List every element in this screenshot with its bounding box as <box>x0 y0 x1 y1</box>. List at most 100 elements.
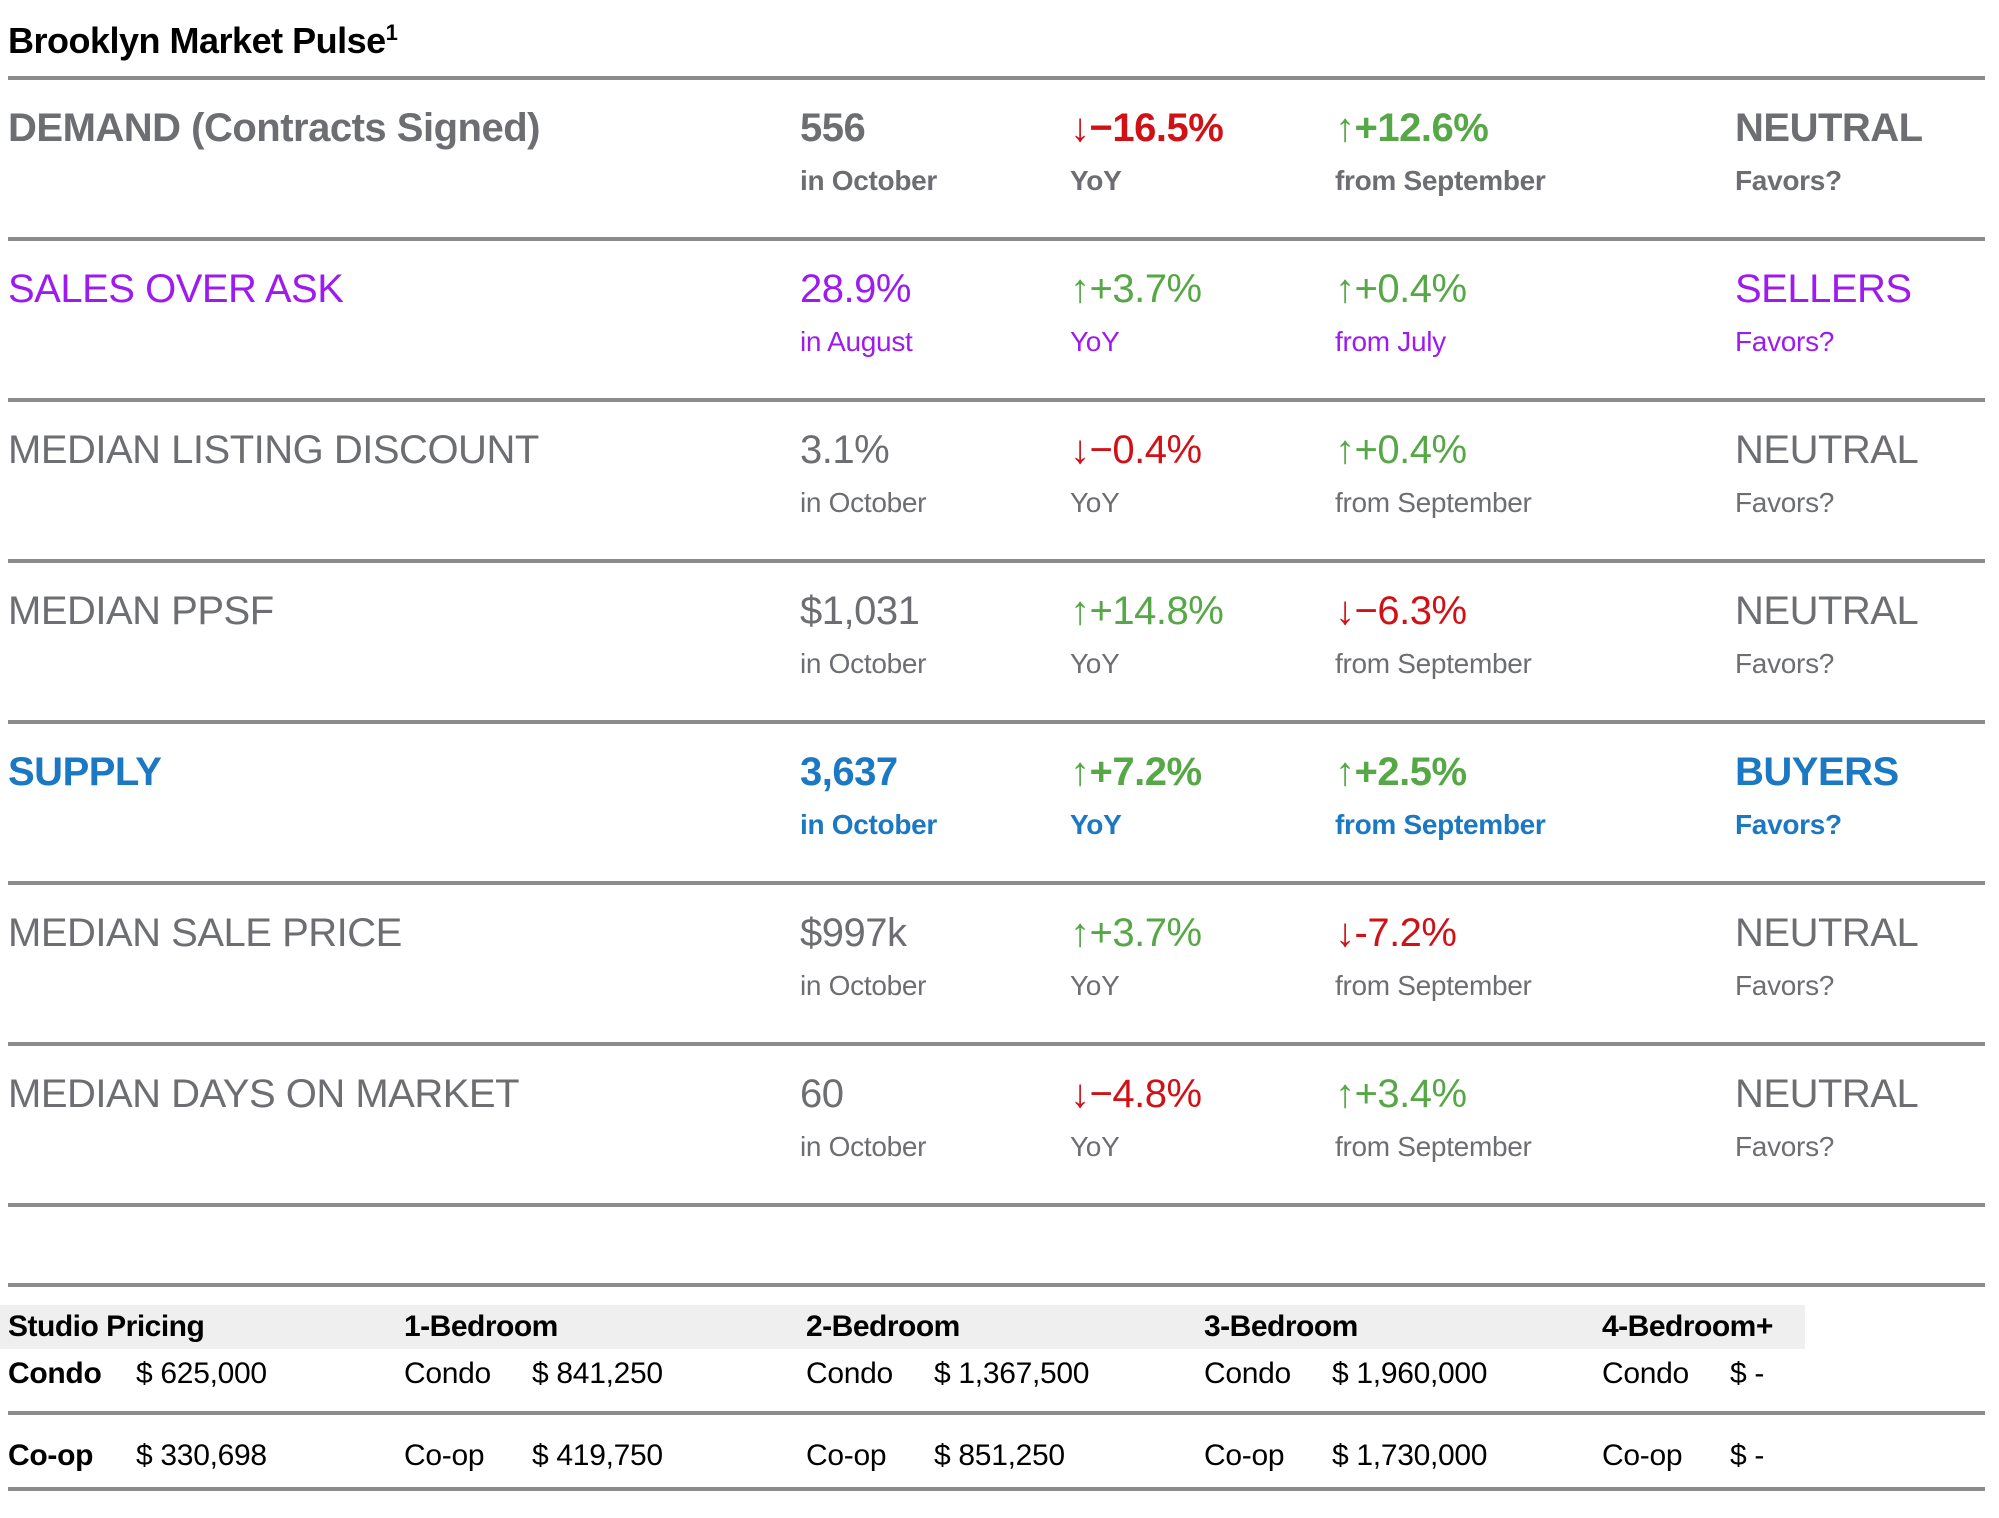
yoy-cell: ↓−16.5% YoY <box>1070 106 1335 237</box>
metric-label: DEMAND (Contracts Signed) <box>8 106 540 150</box>
yoy-cell: ↑+3.7% YoY <box>1070 911 1335 1042</box>
coop-4br-cell: Co-op $ - <box>1602 1439 1985 1473</box>
pricing-header-4br: 4-Bedroom+ <box>1602 1310 1773 1343</box>
favors-cell: NEUTRAL Favors? <box>1735 428 1985 559</box>
mom-label: from September <box>1335 648 1532 679</box>
metric-period: in October <box>800 487 927 518</box>
yoy-cell: ↑+7.2% YoY <box>1070 750 1335 881</box>
coop-studio-cell: Co-op $ 330,698 <box>8 1439 404 1473</box>
favors-label: Favors? <box>1735 970 1835 1001</box>
yoy-label: YoY <box>1070 1131 1120 1162</box>
pricing-type-label: Condo <box>1204 1357 1291 1390</box>
metric-period: in October <box>800 809 938 840</box>
pricing-type-label: Condo <box>806 1357 893 1390</box>
pricing-row-coop: Co-op $ 330,698 Co-op $ 419,750 Co-op $ … <box>8 1415 1985 1487</box>
mom-delta: ↑+2.5% <box>1335 750 1467 794</box>
mom-cell: ↑+0.4% from July <box>1335 267 1735 398</box>
condo-1br-cell: Condo $ 841,250 <box>404 1357 806 1391</box>
mom-cell: ↓−6.3% from September <box>1335 589 1735 720</box>
metric-value: 3,637 <box>800 750 898 794</box>
pricing-type-label: Condo <box>1602 1357 1689 1390</box>
pricing-header-3br: 3-Bedroom <box>1204 1310 1358 1343</box>
pricing-value: $ 1,730,000 <box>1332 1439 1488 1472</box>
pricing-value: $ - <box>1730 1357 1765 1390</box>
condo-4br-cell: Condo $ - <box>1602 1357 1985 1391</box>
condo-studio-cell: Condo $ 625,000 <box>8 1357 404 1391</box>
mom-label: from September <box>1335 1131 1532 1162</box>
pricing-value: $ 330,698 <box>136 1439 267 1472</box>
mom-cell: ↑+12.6% from September <box>1335 106 1735 237</box>
favors-value: NEUTRAL <box>1735 589 1919 633</box>
metric-value-cell: 3,637 in October <box>800 750 1070 881</box>
pricing-type-label: Condo <box>404 1357 491 1390</box>
mom-delta: ↑+3.4% <box>1335 1072 1467 1116</box>
metric-value: $997k <box>800 911 907 955</box>
metric-label-cell: DEMAND (Contracts Signed) <box>8 106 800 237</box>
favors-cell: NEUTRAL Favors? <box>1735 1072 1985 1203</box>
metric-row-median-ppsf: MEDIAN PPSF $1,031 in October ↑+14.8% Yo… <box>8 563 1985 724</box>
metric-label-cell: MEDIAN LISTING DISCOUNT <box>8 428 800 559</box>
favors-label: Favors? <box>1735 1131 1835 1162</box>
pricing-type-label: Co-op <box>1204 1439 1285 1472</box>
mom-label: from July <box>1335 326 1446 357</box>
pricing-value: $ - <box>1730 1439 1765 1472</box>
metric-row-supply: SUPPLY 3,637 in October ↑+7.2% YoY ↑+2.5… <box>8 724 1985 885</box>
coop-3br-cell: Co-op $ 1,730,000 <box>1204 1439 1602 1473</box>
favors-label: Favors? <box>1735 648 1835 679</box>
mom-cell: ↓-7.2% from September <box>1335 911 1735 1042</box>
condo-2br-cell: Condo $ 1,367,500 <box>806 1357 1204 1391</box>
pricing-value: $ 841,250 <box>532 1357 663 1390</box>
pricing-type-label: Co-op <box>8 1439 94 1472</box>
yoy-delta: ↓−16.5% <box>1070 106 1224 150</box>
pricing-value: $ 419,750 <box>532 1439 663 1472</box>
mom-label: from September <box>1335 487 1532 518</box>
metric-label: SALES OVER ASK <box>8 267 344 311</box>
metric-value-cell: 3.1% in October <box>800 428 1070 559</box>
favors-cell: NEUTRAL Favors? <box>1735 589 1985 720</box>
page-title-text: Brooklyn Market Pulse <box>8 20 386 61</box>
pricing-header-studio: Studio Pricing <box>8 1310 205 1343</box>
mom-cell: ↑+0.4% from September <box>1335 428 1735 559</box>
favors-value: NEUTRAL <box>1735 1072 1919 1116</box>
metric-label-cell: MEDIAN SALE PRICE <box>8 911 800 1042</box>
yoy-delta: ↓−4.8% <box>1070 1072 1202 1116</box>
mom-delta: ↑+12.6% <box>1335 106 1489 150</box>
metric-value: 3.1% <box>800 428 890 472</box>
metric-value-cell: 28.9% in August <box>800 267 1070 398</box>
pricing-header-background <box>0 1305 1805 1349</box>
favors-value: SELLERS <box>1735 267 1912 311</box>
pricing-header-row: Studio Pricing 1-Bedroom 2-Bedroom 3-Bed… <box>0 1305 1985 1349</box>
metric-period: in October <box>800 1131 927 1162</box>
yoy-cell: ↓−0.4% YoY <box>1070 428 1335 559</box>
pricing-header-2br: 2-Bedroom <box>806 1310 960 1343</box>
metrics-table: DEMAND (Contracts Signed) 556 in October… <box>8 80 1985 1207</box>
yoy-label: YoY <box>1070 487 1120 518</box>
yoy-cell: ↑+14.8% YoY <box>1070 589 1335 720</box>
metric-period: in October <box>800 165 938 196</box>
metric-label: MEDIAN PPSF <box>8 589 274 633</box>
metric-row-median-days-on-market: MEDIAN DAYS ON MARKET 60 in October ↓−4.… <box>8 1046 1985 1207</box>
yoy-cell: ↑+3.7% YoY <box>1070 267 1335 398</box>
condo-3br-cell: Condo $ 1,960,000 <box>1204 1357 1602 1391</box>
metric-value: 28.9% <box>800 267 911 311</box>
mom-label: from September <box>1335 809 1546 840</box>
metric-value: 556 <box>800 106 866 150</box>
yoy-cell: ↓−4.8% YoY <box>1070 1072 1335 1203</box>
title-superscript: 1 <box>385 20 398 45</box>
yoy-delta: ↑+7.2% <box>1070 750 1202 794</box>
pricing-value: $ 1,960,000 <box>1332 1357 1488 1390</box>
metric-value: 60 <box>800 1072 844 1116</box>
pricing-value: $ 1,367,500 <box>934 1357 1090 1390</box>
metric-value-cell: $997k in October <box>800 911 1070 1042</box>
favors-label: Favors? <box>1735 165 1842 196</box>
mom-cell: ↑+3.4% from September <box>1335 1072 1735 1203</box>
pricing-type-label: Co-op <box>1602 1439 1683 1472</box>
metric-value: $1,031 <box>800 589 920 633</box>
metric-value-cell: $1,031 in October <box>800 589 1070 720</box>
mom-delta: ↓-7.2% <box>1335 911 1457 955</box>
metric-row-median-listing-discount: MEDIAN LISTING DISCOUNT 3.1% in October … <box>8 402 1985 563</box>
yoy-label: YoY <box>1070 970 1120 1001</box>
metric-period: in October <box>800 648 927 679</box>
pricing-value: $ 625,000 <box>136 1357 267 1390</box>
mom-delta: ↓−6.3% <box>1335 589 1467 633</box>
